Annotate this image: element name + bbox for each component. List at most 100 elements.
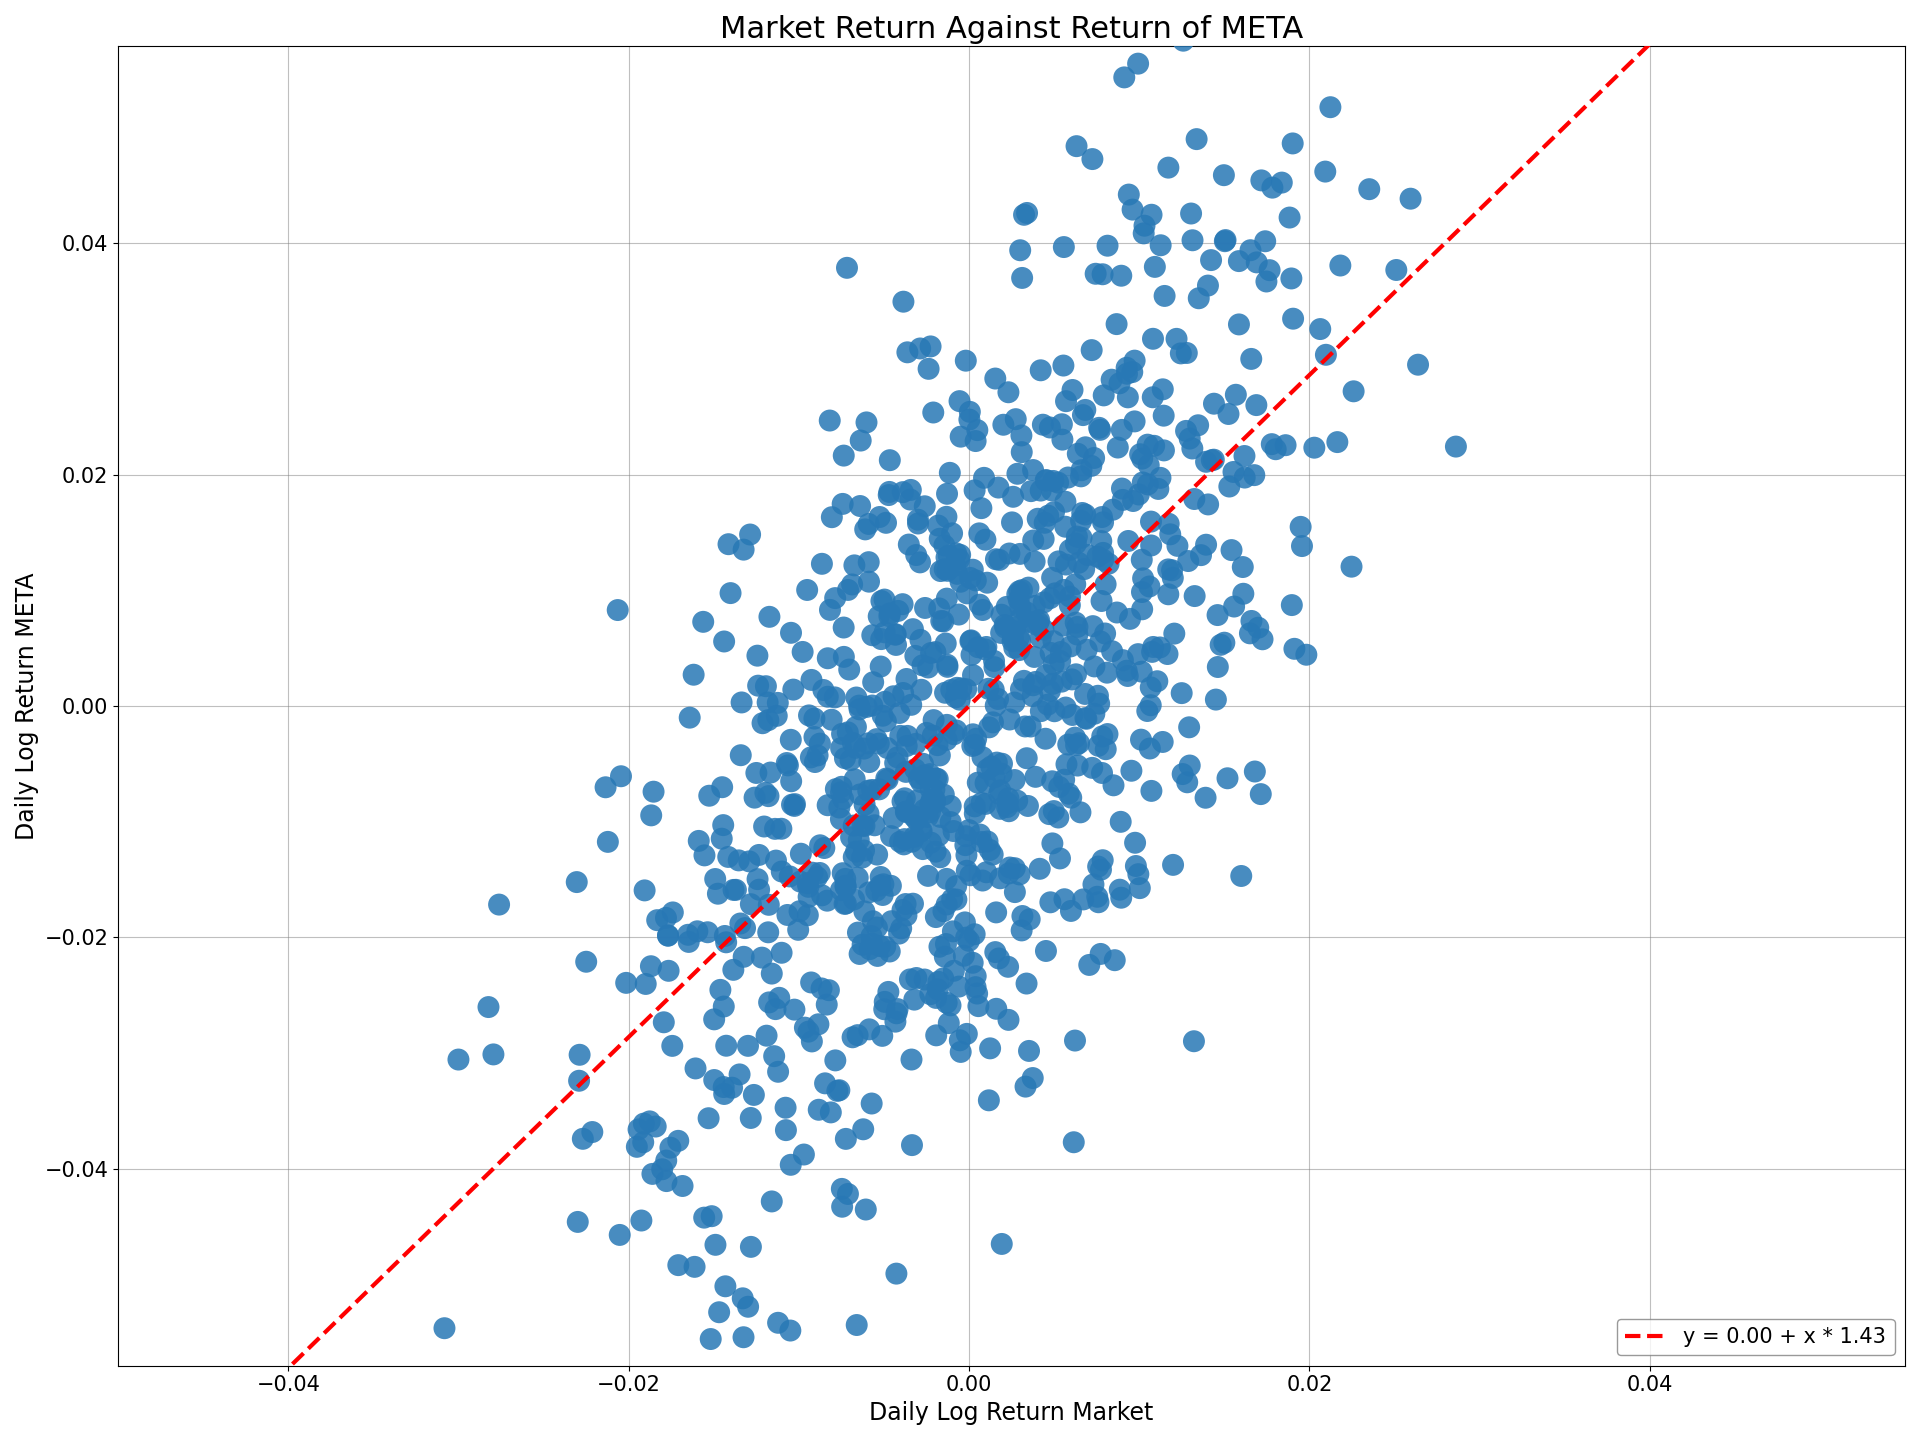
Point [954, 629, 985, 652]
Point [1154, 523, 1185, 546]
Point [956, 644, 987, 667]
Point [1154, 156, 1185, 179]
Point [1275, 206, 1306, 229]
Point [570, 950, 601, 973]
Point [718, 878, 749, 901]
Point [728, 1326, 758, 1349]
Point [1137, 386, 1167, 409]
Point [962, 419, 993, 442]
Point [925, 805, 956, 828]
Point [820, 1048, 851, 1071]
Point [862, 727, 893, 750]
Point [837, 1025, 868, 1048]
Point [1206, 634, 1236, 657]
Point [1142, 670, 1173, 693]
Point [1092, 723, 1123, 746]
Point [1106, 419, 1137, 442]
Point [1050, 490, 1081, 513]
Point [701, 867, 732, 890]
Point [1190, 533, 1221, 556]
Point [922, 978, 952, 1001]
Point [1027, 413, 1058, 436]
Point [924, 935, 954, 958]
Point [733, 1295, 764, 1318]
Point [985, 867, 1016, 890]
Point [636, 804, 666, 827]
Point [960, 965, 991, 988]
Point [979, 940, 1010, 963]
Point [1039, 469, 1069, 492]
Point [1083, 416, 1114, 439]
Point [1229, 467, 1260, 490]
Point [780, 998, 810, 1021]
Point [935, 994, 966, 1017]
Point [960, 480, 991, 503]
Point [1035, 802, 1066, 825]
Point [981, 901, 1012, 924]
Point [854, 881, 885, 904]
Point [1112, 386, 1142, 409]
Point [1077, 615, 1108, 638]
Point [747, 711, 778, 734]
Point [1129, 215, 1160, 238]
Point [1165, 681, 1196, 704]
Point [1092, 552, 1123, 575]
Point [708, 1076, 739, 1099]
Point [1309, 160, 1340, 183]
Point [916, 792, 947, 815]
Point [812, 647, 843, 670]
Point [993, 1008, 1023, 1031]
Point [783, 900, 814, 923]
Point [826, 780, 856, 804]
Point [1144, 467, 1175, 490]
Point [950, 348, 981, 372]
Point [1139, 327, 1169, 350]
Point [793, 904, 824, 927]
Point [762, 691, 793, 714]
Point [1046, 413, 1077, 436]
Point [1277, 266, 1308, 289]
Point [789, 1017, 820, 1040]
Point [887, 481, 918, 504]
Point [1175, 202, 1206, 225]
Point [945, 570, 975, 593]
Point [674, 706, 705, 729]
Point [804, 732, 835, 755]
Point [935, 461, 966, 484]
Point [1025, 626, 1056, 649]
Point [651, 1169, 682, 1192]
Point [564, 1070, 595, 1093]
Point [1043, 806, 1073, 829]
Point [707, 827, 737, 850]
Point [979, 655, 1010, 678]
Point [920, 778, 950, 801]
Point [1027, 618, 1058, 641]
Point [1156, 559, 1187, 582]
Point [983, 782, 1014, 805]
Point [1142, 478, 1173, 501]
Point [1167, 763, 1198, 786]
Point [831, 1128, 862, 1151]
Point [1014, 611, 1044, 634]
Point [1020, 550, 1050, 573]
Point [920, 986, 950, 1009]
Point [1152, 557, 1183, 580]
Point [935, 678, 966, 701]
Point [793, 871, 824, 894]
Point [641, 1115, 672, 1138]
Point [1060, 662, 1091, 685]
Point [960, 976, 991, 999]
Point [1048, 613, 1079, 636]
Point [960, 733, 991, 756]
Point [1104, 372, 1135, 395]
Point [897, 693, 927, 716]
Point [852, 779, 883, 802]
Point [862, 916, 893, 939]
Point [783, 919, 814, 942]
Point [828, 1195, 858, 1218]
Point [1004, 239, 1035, 262]
Point [1252, 269, 1283, 292]
Point [758, 1044, 789, 1067]
Point [1037, 832, 1068, 855]
Point [1152, 642, 1183, 665]
